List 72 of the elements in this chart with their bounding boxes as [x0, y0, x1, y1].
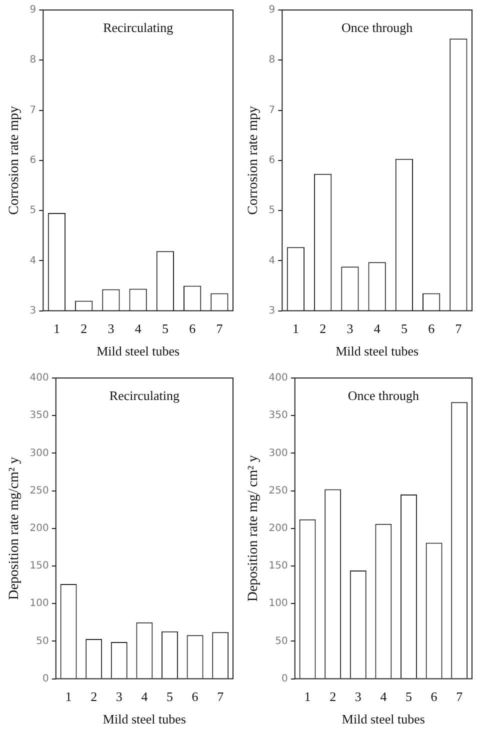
annotation: Recirculating: [109, 388, 180, 403]
x-tick-label: 4: [134, 321, 142, 336]
x-tick-label: 4: [374, 321, 381, 336]
x-tick-label: 7: [456, 689, 464, 704]
x-tick-label: 3: [346, 321, 354, 336]
y-tick-label: 50: [36, 636, 49, 647]
y-tick-label: 100: [30, 598, 49, 610]
y-tick-label: 7: [30, 104, 36, 116]
x-tick-label: 7: [455, 321, 462, 336]
y-tick-label: 150: [30, 560, 49, 572]
x-tick-label: 3: [354, 689, 362, 704]
x-tick-label: 1: [53, 321, 60, 336]
x-tick-label: 7: [216, 321, 224, 336]
y-tick-label: 3: [30, 305, 36, 316]
y-tick-label: 250: [268, 485, 288, 496]
y-tick-label: 7: [268, 104, 276, 116]
annotation: Once through: [348, 388, 420, 403]
y-tick-label: 350: [30, 410, 49, 422]
x-tick-label: 7: [217, 689, 224, 704]
y-tick-label: 6: [268, 154, 276, 166]
y-tick-label: 300: [30, 448, 49, 459]
x-tick-label: 6: [192, 689, 199, 704]
y-tick-label: 6: [30, 154, 36, 166]
x-axis-title: Mild steel tubes: [336, 344, 419, 359]
y-axis-title: Deposition rate mg/ cm² y: [246, 455, 262, 602]
y-tick-label: 50: [275, 636, 288, 647]
x-tick-label: 6: [430, 689, 438, 704]
y-tick-label: 4: [268, 255, 276, 266]
x-tick-label: 2: [320, 321, 326, 336]
y-tick-label: 9: [30, 4, 36, 16]
x-tick-label: 1: [292, 321, 299, 336]
y-tick-label: 9: [268, 4, 276, 16]
y-tick-label: 200: [30, 522, 49, 534]
y-tick-label: 300: [268, 448, 288, 459]
y-tick-label: 4: [30, 255, 36, 266]
x-tick-label: 5: [166, 689, 173, 704]
y-tick-label: 400: [268, 372, 288, 384]
y-tick-label: 350: [268, 410, 288, 422]
x-tick-label: 2: [90, 689, 98, 704]
x-tick-label: 1: [65, 689, 72, 704]
y-tick-label: 5: [268, 205, 276, 216]
y-tick-label: 0: [282, 673, 288, 684]
x-tick-label: 2: [80, 321, 88, 336]
x-tick-label: 1: [304, 689, 311, 704]
y-tick-label: 250: [30, 485, 49, 496]
x-tick-label: 3: [116, 689, 122, 704]
y-tick-label: 8: [30, 54, 36, 66]
x-axis-title: Mild steel tubes: [342, 712, 425, 727]
y-tick-label: 100: [268, 598, 288, 610]
y-tick-label: 150: [268, 560, 288, 572]
annotation: Once through: [342, 20, 414, 35]
x-tick-label: 4: [380, 689, 388, 704]
x-tick-label: 5: [405, 689, 412, 704]
annotation: Recirculating: [103, 20, 174, 35]
y-axis-title: Deposition rate mg/cm² y: [7, 456, 22, 600]
y-axis-title: Corrosion rate mpy: [246, 106, 262, 215]
x-tick-label: 2: [330, 689, 336, 704]
x-axis-title: Mild steel tubes: [96, 344, 180, 359]
y-tick-label: 8: [268, 54, 276, 66]
y-tick-label: 5: [30, 205, 36, 216]
y-tick-label: 200: [268, 522, 288, 534]
x-tick-label: 6: [428, 321, 436, 336]
x-axis-title: Mild steel tubes: [102, 712, 186, 727]
x-tick-label: 6: [189, 321, 196, 336]
y-axis-title: Corrosion rate mpy: [7, 106, 22, 215]
x-tick-label: 5: [400, 321, 408, 336]
y-tick-label: 3: [268, 305, 276, 316]
y-tick-label: 400: [30, 372, 49, 384]
y-tick-label: 0: [42, 673, 49, 684]
x-tick-label: 5: [162, 321, 168, 336]
x-tick-label: 3: [108, 321, 114, 336]
x-tick-label: 4: [141, 689, 148, 704]
